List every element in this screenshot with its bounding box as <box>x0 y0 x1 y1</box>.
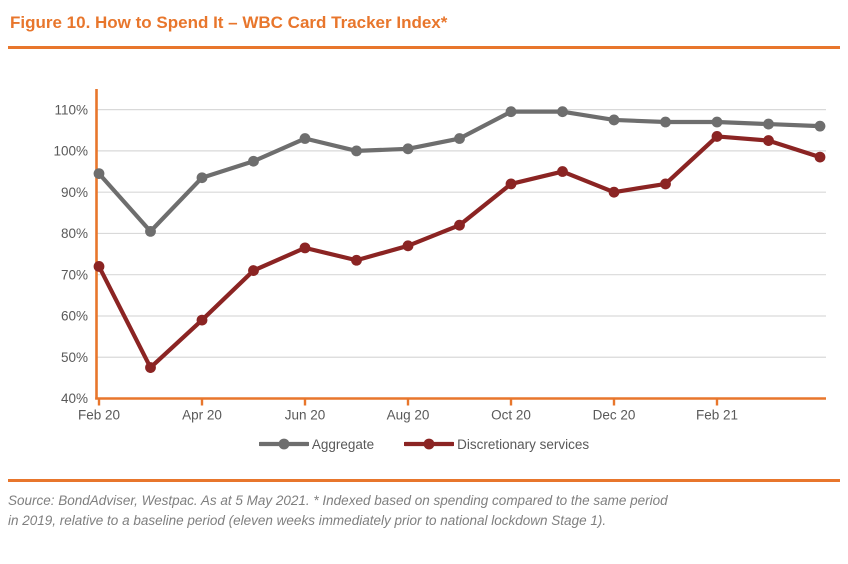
svg-text:Oct 20: Oct 20 <box>491 408 531 423</box>
card-tracker-chart: 40% 50% 60% 70% 80% 90% 100% 110% Feb 20 Apr 20 Ju… <box>0 49 848 455</box>
svg-text:80%: 80% <box>61 226 88 241</box>
svg-text:90%: 90% <box>61 185 88 200</box>
figure-title: Figure 10. How to Spend It – WBC Card Tr… <box>10 13 448 32</box>
source-note-line-1: Source: BondAdviser, Westpac. As at 5 Ma… <box>8 493 668 508</box>
svg-text:50%: 50% <box>61 350 88 365</box>
source-divider <box>8 479 840 482</box>
legend-item-discretionary: Discretionary services <box>404 437 589 452</box>
y-axis-labels: 40% 50% 60% 70% 80% 90% 100% 110% <box>53 102 88 406</box>
page: { "chart_data": { "type": "line", "title… <box>0 12 848 564</box>
title-divider <box>8 46 840 49</box>
svg-text:Aug 20: Aug 20 <box>387 408 430 423</box>
aggregate-legend-marker-icon <box>258 438 309 450</box>
legend-label-discretionary: Discretionary services <box>457 436 590 452</box>
axes <box>95 89 826 406</box>
source-note-line-2: in 2019, relative to a baseline period (… <box>8 512 607 528</box>
svg-text:Jun 20: Jun 20 <box>285 408 326 423</box>
svg-text:40%: 40% <box>61 391 88 406</box>
source-note: Source: BondAdviser, Westpac. As at 5 Ma… <box>8 491 840 530</box>
chart-legend: Aggregate Discretionary services <box>0 433 848 455</box>
svg-text:Dec 20: Dec 20 <box>593 408 636 423</box>
discretionary-legend-marker-icon <box>404 438 455 450</box>
svg-text:Feb 20: Feb 20 <box>78 408 120 423</box>
svg-text:Feb 21: Feb 21 <box>696 408 738 423</box>
discretionary-series <box>93 131 826 373</box>
x-axis-labels: Feb 20 Apr 20 Jun 20 Aug 20 Oct 20 Dec 20 Feb … <box>78 408 738 423</box>
svg-text:Apr 20: Apr 20 <box>182 408 222 423</box>
legend-item-aggregate: Aggregate <box>258 436 375 452</box>
svg-text:110%: 110% <box>54 102 88 117</box>
svg-text:70%: 70% <box>61 267 88 282</box>
svg-text:100%: 100% <box>53 144 88 159</box>
aggregate-series <box>93 106 826 237</box>
chart-svg: 40% 50% 60% 70% 80% 90% 100% 110% Feb 20 Apr 20 Ju… <box>53 89 826 423</box>
legend-label-aggregate: Aggregate <box>311 436 375 452</box>
svg-text:60%: 60% <box>61 309 88 324</box>
